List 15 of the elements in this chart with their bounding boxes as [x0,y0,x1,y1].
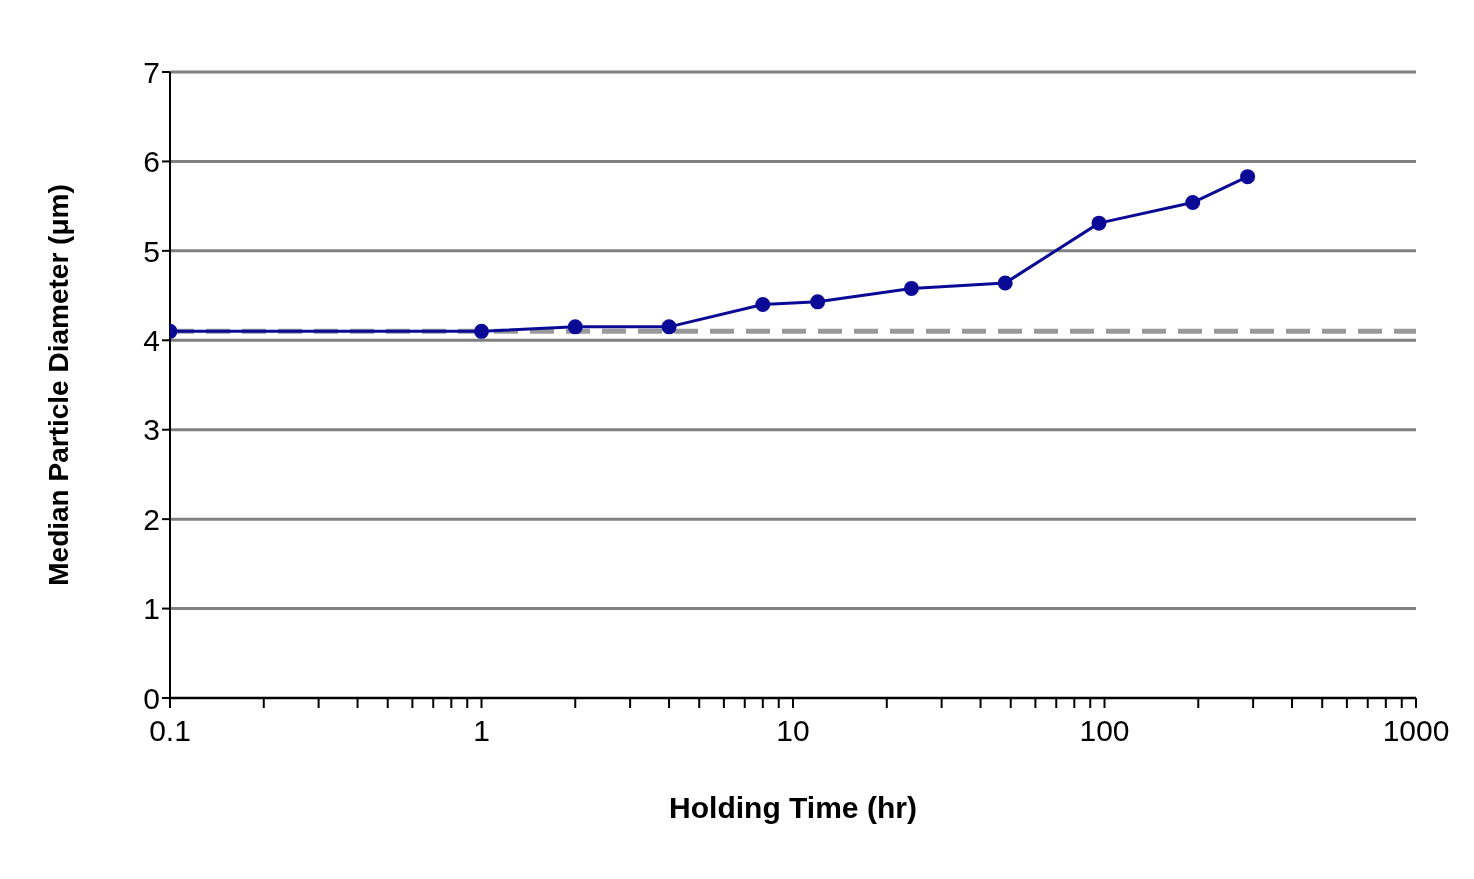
x-tick-label: 100 [1079,714,1130,748]
x-tick-label: 1000 [1382,714,1450,748]
x-axis-title: Holding Time (hr) [669,791,917,824]
y-tick-label: 7 [143,55,160,89]
y-tick-label: 1 [143,592,160,626]
y-axis-title: Median Particle Diameter (μm) [42,184,74,586]
y-tick-label: 5 [143,234,160,268]
y-tick-label: 3 [143,413,160,447]
x-tick-label: 1 [473,714,490,748]
x-tick-label: 0.1 [149,714,191,748]
y-tick-label: 2 [143,502,160,536]
y-tick-label: 4 [143,323,160,357]
y-tick-label: 0 [143,681,160,715]
y-tick-label: 6 [143,145,160,179]
x-tick-label: 10 [776,714,810,748]
